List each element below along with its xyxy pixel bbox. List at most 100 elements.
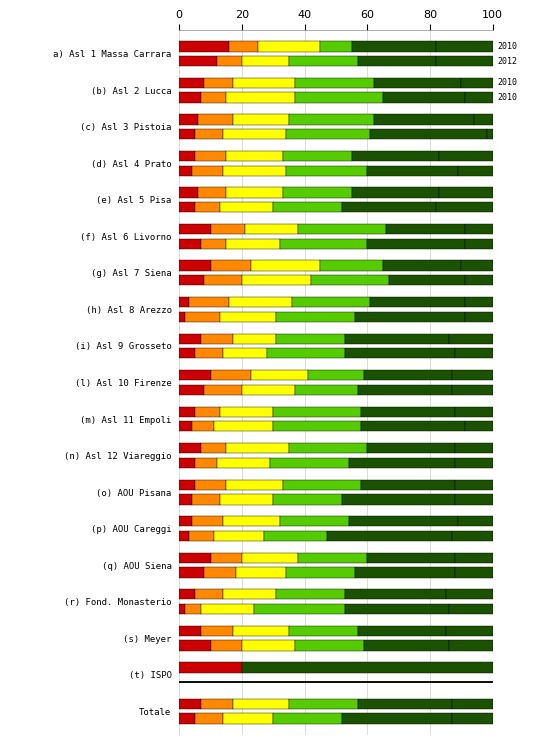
Bar: [179, 604, 185, 614]
Bar: [446, 626, 493, 636]
Bar: [348, 516, 458, 526]
Bar: [367, 553, 455, 563]
Bar: [226, 151, 283, 161]
Bar: [179, 334, 201, 344]
Bar: [364, 370, 452, 380]
Bar: [342, 494, 455, 505]
Bar: [204, 78, 232, 88]
Bar: [226, 92, 295, 103]
Bar: [273, 406, 361, 417]
Bar: [195, 151, 226, 161]
Bar: [358, 385, 452, 395]
Bar: [204, 567, 236, 578]
Bar: [449, 604, 493, 614]
Bar: [201, 604, 254, 614]
Bar: [455, 348, 493, 358]
Bar: [179, 567, 204, 578]
Bar: [179, 640, 211, 650]
Bar: [204, 275, 242, 285]
Bar: [474, 115, 493, 125]
Bar: [346, 604, 449, 614]
Bar: [283, 480, 361, 490]
Bar: [465, 297, 493, 307]
Bar: [455, 567, 493, 578]
Bar: [179, 348, 195, 358]
Bar: [383, 260, 461, 271]
Bar: [465, 238, 493, 249]
Bar: [179, 92, 201, 103]
Bar: [289, 443, 367, 453]
Bar: [214, 422, 273, 431]
Bar: [201, 443, 226, 453]
Bar: [214, 531, 264, 541]
Bar: [179, 422, 192, 431]
Bar: [289, 626, 358, 636]
Bar: [295, 385, 358, 395]
Bar: [179, 260, 211, 271]
Bar: [374, 115, 474, 125]
Text: 2010: 2010: [497, 93, 517, 102]
Bar: [355, 567, 455, 578]
Bar: [195, 129, 223, 140]
Bar: [295, 92, 383, 103]
Bar: [465, 224, 493, 234]
Bar: [455, 443, 493, 453]
Bar: [179, 662, 242, 673]
Bar: [232, 78, 295, 88]
Bar: [295, 78, 374, 88]
Bar: [211, 370, 251, 380]
Bar: [220, 202, 273, 212]
Bar: [308, 370, 364, 380]
Bar: [371, 129, 487, 140]
Bar: [236, 567, 286, 578]
Bar: [220, 406, 273, 417]
Bar: [179, 626, 201, 636]
Bar: [232, 699, 289, 709]
Bar: [195, 406, 220, 417]
Bar: [242, 385, 295, 395]
Bar: [452, 370, 493, 380]
Bar: [185, 604, 201, 614]
Bar: [217, 458, 270, 468]
Bar: [342, 713, 452, 724]
Bar: [279, 238, 367, 249]
Bar: [452, 713, 493, 724]
Bar: [179, 590, 195, 599]
Bar: [179, 699, 201, 709]
Bar: [458, 516, 493, 526]
Bar: [361, 480, 455, 490]
Bar: [461, 78, 493, 88]
Bar: [192, 516, 223, 526]
Bar: [220, 494, 273, 505]
Bar: [326, 531, 452, 541]
Bar: [383, 92, 465, 103]
Bar: [251, 370, 308, 380]
Bar: [179, 56, 217, 66]
Bar: [346, 590, 446, 599]
Bar: [195, 458, 217, 468]
Bar: [179, 385, 204, 395]
Bar: [179, 553, 211, 563]
Bar: [201, 92, 226, 103]
Bar: [358, 699, 452, 709]
Bar: [185, 312, 220, 322]
Bar: [286, 166, 367, 176]
Bar: [220, 312, 277, 322]
Bar: [352, 151, 440, 161]
Bar: [195, 713, 223, 724]
Bar: [189, 297, 230, 307]
Bar: [179, 202, 195, 212]
Bar: [342, 202, 436, 212]
Bar: [298, 224, 386, 234]
Bar: [283, 151, 352, 161]
Bar: [179, 166, 192, 176]
Bar: [455, 553, 493, 563]
Bar: [198, 115, 232, 125]
Bar: [242, 56, 289, 66]
Bar: [195, 348, 223, 358]
Bar: [179, 458, 195, 468]
Bar: [201, 334, 232, 344]
Bar: [179, 370, 211, 380]
Bar: [192, 166, 223, 176]
Bar: [386, 224, 465, 234]
